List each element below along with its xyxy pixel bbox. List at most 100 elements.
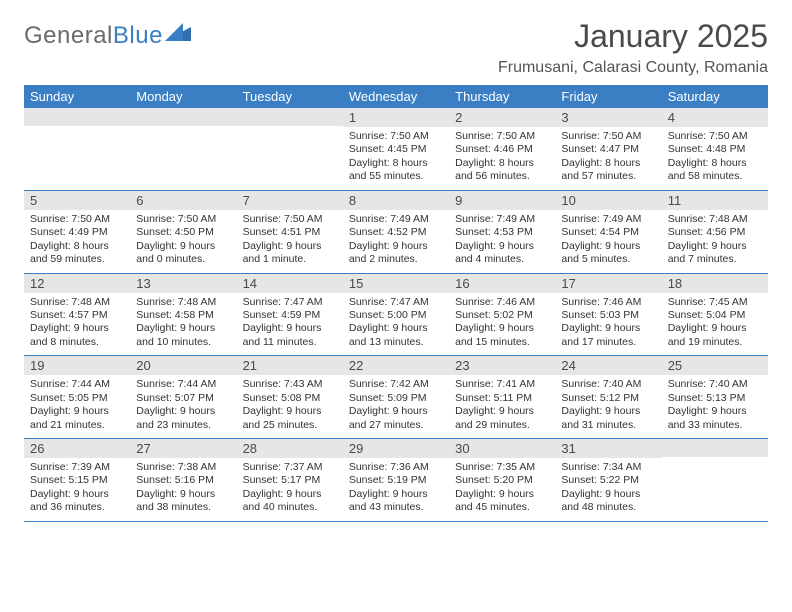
day-body: Sunrise: 7:46 AMSunset: 5:03 PMDaylight:… [555,293,661,356]
calendar-cell: 7Sunrise: 7:50 AMSunset: 4:51 PMDaylight… [237,190,343,273]
day-number: 12 [24,274,130,293]
logo-text: GeneralBlue [24,22,163,50]
day-number: 19 [24,356,130,375]
day-line: Daylight: 9 hours [243,322,337,335]
day-line: Sunrise: 7:46 AM [455,296,549,309]
day-body: Sunrise: 7:35 AMSunset: 5:20 PMDaylight:… [449,458,555,521]
day-body: Sunrise: 7:38 AMSunset: 5:16 PMDaylight:… [130,458,236,521]
day-line: and 19 minutes. [668,336,762,349]
day-number: 2 [449,108,555,127]
calendar-cell: 10Sunrise: 7:49 AMSunset: 4:54 PMDayligh… [555,190,661,273]
day-line: Sunset: 5:16 PM [136,474,230,487]
day-body: Sunrise: 7:42 AMSunset: 5:09 PMDaylight:… [343,375,449,438]
day-line: Sunrise: 7:50 AM [136,213,230,226]
day-line: Sunrise: 7:48 AM [136,296,230,309]
day-line: Sunset: 4:51 PM [243,226,337,239]
day-number: 31 [555,439,661,458]
day-line: Sunrise: 7:34 AM [561,461,655,474]
day-number: 11 [662,191,768,210]
logo-mark-icon [165,21,191,46]
calendar-cell: 21Sunrise: 7:43 AMSunset: 5:08 PMDayligh… [237,356,343,439]
day-line: Sunset: 5:17 PM [243,474,337,487]
calendar-cell [24,108,130,190]
day-number: 21 [237,356,343,375]
day-number: 1 [343,108,449,127]
day-line: Sunrise: 7:47 AM [349,296,443,309]
calendar-cell [237,108,343,190]
calendar-row: 5Sunrise: 7:50 AMSunset: 4:49 PMDaylight… [24,190,768,273]
day-line: Sunset: 4:46 PM [455,143,549,156]
calendar-cell: 4Sunrise: 7:50 AMSunset: 4:48 PMDaylight… [662,108,768,190]
calendar-cell: 15Sunrise: 7:47 AMSunset: 5:00 PMDayligh… [343,273,449,356]
day-line: Sunrise: 7:44 AM [30,378,124,391]
day-line: Daylight: 9 hours [455,405,549,418]
day-line: Daylight: 9 hours [561,240,655,253]
day-line: and 0 minutes. [136,253,230,266]
calendar-cell: 26Sunrise: 7:39 AMSunset: 5:15 PMDayligh… [24,439,130,522]
day-line: and 5 minutes. [561,253,655,266]
calendar-cell: 20Sunrise: 7:44 AMSunset: 5:07 PMDayligh… [130,356,236,439]
calendar-cell: 25Sunrise: 7:40 AMSunset: 5:13 PMDayligh… [662,356,768,439]
calendar-row: 12Sunrise: 7:48 AMSunset: 4:57 PMDayligh… [24,273,768,356]
calendar-cell: 16Sunrise: 7:46 AMSunset: 5:02 PMDayligh… [449,273,555,356]
day-line: Daylight: 9 hours [455,240,549,253]
day-line: Sunrise: 7:50 AM [349,130,443,143]
day-line: Sunset: 4:49 PM [30,226,124,239]
day-line: Sunset: 5:04 PM [668,309,762,322]
day-line: Sunset: 5:12 PM [561,392,655,405]
day-line: Daylight: 9 hours [561,322,655,335]
day-line: Daylight: 8 hours [561,157,655,170]
calendar-table: Sunday Monday Tuesday Wednesday Thursday… [24,85,768,522]
day-number: 16 [449,274,555,293]
calendar-cell: 12Sunrise: 7:48 AMSunset: 4:57 PMDayligh… [24,273,130,356]
day-line: Sunset: 5:19 PM [349,474,443,487]
calendar-cell: 9Sunrise: 7:49 AMSunset: 4:53 PMDaylight… [449,190,555,273]
day-line: Daylight: 8 hours [30,240,124,253]
day-line: Sunset: 4:59 PM [243,309,337,322]
calendar-cell: 3Sunrise: 7:50 AMSunset: 4:47 PMDaylight… [555,108,661,190]
day-body: Sunrise: 7:50 AMSunset: 4:45 PMDaylight:… [343,127,449,190]
day-line: Daylight: 9 hours [30,488,124,501]
day-line: Sunset: 5:22 PM [561,474,655,487]
day-body: Sunrise: 7:50 AMSunset: 4:51 PMDaylight:… [237,210,343,273]
day-line: Sunset: 5:07 PM [136,392,230,405]
calendar-cell: 24Sunrise: 7:40 AMSunset: 5:12 PMDayligh… [555,356,661,439]
day-line: and 48 minutes. [561,501,655,514]
calendar-cell: 22Sunrise: 7:42 AMSunset: 5:09 PMDayligh… [343,356,449,439]
day-line: and 36 minutes. [30,501,124,514]
day-body: Sunrise: 7:48 AMSunset: 4:58 PMDaylight:… [130,293,236,356]
day-number: 22 [343,356,449,375]
day-line: and 8 minutes. [30,336,124,349]
day-body: Sunrise: 7:40 AMSunset: 5:13 PMDaylight:… [662,375,768,438]
day-line: Daylight: 9 hours [455,322,549,335]
day-body: Sunrise: 7:47 AMSunset: 4:59 PMDaylight:… [237,293,343,356]
day-line: Daylight: 9 hours [243,240,337,253]
day-number: 13 [130,274,236,293]
calendar-cell: 30Sunrise: 7:35 AMSunset: 5:20 PMDayligh… [449,439,555,522]
day-line: and 15 minutes. [455,336,549,349]
day-number [130,108,236,126]
day-body: Sunrise: 7:47 AMSunset: 5:00 PMDaylight:… [343,293,449,356]
day-line: and 27 minutes. [349,419,443,432]
day-line: and 23 minutes. [136,419,230,432]
day-body [130,126,236,182]
day-line: Sunrise: 7:35 AM [455,461,549,474]
day-number: 6 [130,191,236,210]
day-line: Sunset: 4:53 PM [455,226,549,239]
day-number: 20 [130,356,236,375]
day-line: Daylight: 9 hours [136,322,230,335]
day-line: Daylight: 9 hours [349,405,443,418]
day-line: Daylight: 9 hours [30,322,124,335]
day-line: and 4 minutes. [455,253,549,266]
day-line: Sunrise: 7:37 AM [243,461,337,474]
day-line: Sunset: 4:57 PM [30,309,124,322]
day-line: Daylight: 8 hours [349,157,443,170]
day-line: and 1 minute. [243,253,337,266]
calendar-cell: 23Sunrise: 7:41 AMSunset: 5:11 PMDayligh… [449,356,555,439]
day-line: Sunrise: 7:46 AM [561,296,655,309]
calendar-cell: 8Sunrise: 7:49 AMSunset: 4:52 PMDaylight… [343,190,449,273]
day-body: Sunrise: 7:45 AMSunset: 5:04 PMDaylight:… [662,293,768,356]
day-line: and 45 minutes. [455,501,549,514]
day-line: Sunrise: 7:38 AM [136,461,230,474]
day-number: 26 [24,439,130,458]
